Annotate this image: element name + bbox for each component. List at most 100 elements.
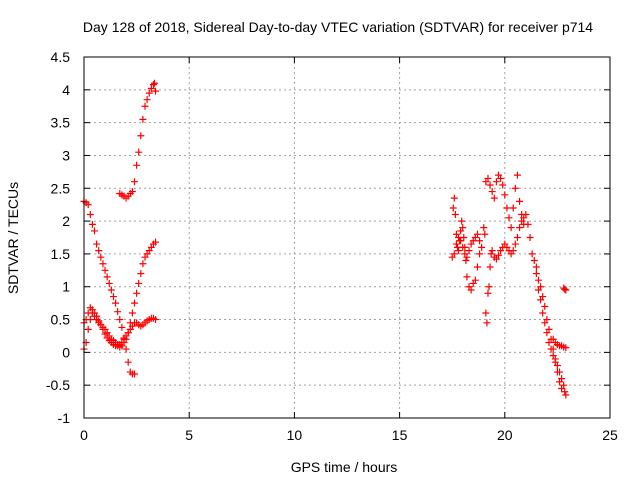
data-point (478, 243, 486, 251)
data-point (86, 211, 94, 219)
data-points (80, 79, 570, 399)
data-point (501, 191, 509, 199)
data-point (130, 299, 138, 307)
plot-frame (83, 56, 611, 419)
data-point (537, 296, 545, 304)
data-point (145, 89, 153, 97)
data-point (122, 345, 130, 353)
data-point (562, 344, 570, 352)
y-tick-label: 2.5 (51, 180, 71, 196)
y-tick-label: 3.5 (51, 115, 71, 131)
data-point (499, 181, 507, 189)
data-point (463, 253, 471, 261)
data-point (505, 214, 513, 222)
data-point (137, 270, 145, 278)
data-point (486, 263, 494, 271)
data-point (503, 204, 511, 212)
data-point (128, 188, 136, 196)
data-point (541, 319, 549, 327)
data-point (520, 220, 528, 228)
data-point (458, 217, 466, 225)
data-point (114, 308, 122, 316)
data-point (562, 286, 570, 294)
y-tick-label: 2 (62, 213, 70, 229)
data-point (118, 323, 126, 331)
data-point (459, 243, 467, 251)
data-point (88, 220, 96, 228)
data-point (528, 250, 536, 258)
y-tick-label: 0 (62, 344, 70, 360)
data-point (490, 194, 498, 202)
data-point (84, 325, 92, 333)
data-point (543, 329, 551, 337)
x-tick-label: 20 (497, 427, 513, 443)
data-point (101, 266, 109, 274)
data-point (518, 211, 526, 219)
y-tick-label: 3 (62, 147, 70, 163)
data-point (476, 250, 484, 258)
data-point (484, 174, 492, 182)
data-point (476, 237, 484, 245)
data-point (484, 289, 492, 297)
data-point (492, 255, 500, 263)
data-point (84, 201, 92, 209)
data-point (467, 286, 475, 294)
data-point (487, 250, 495, 258)
data-point (485, 283, 493, 291)
data-point (471, 276, 479, 284)
data-point (93, 240, 101, 248)
data-point (126, 319, 134, 327)
data-point (530, 256, 538, 264)
data-point (130, 178, 138, 186)
data-point (147, 85, 155, 93)
grid (84, 57, 610, 418)
data-point (511, 240, 519, 248)
data-point (556, 378, 564, 386)
data-point (465, 247, 473, 255)
data-point (124, 329, 132, 337)
data-point (97, 253, 105, 261)
data-point (86, 316, 94, 324)
data-point (562, 391, 570, 399)
data-point (143, 96, 151, 104)
data-point (558, 384, 566, 392)
y-tick-label: -0.5 (46, 377, 70, 393)
data-point (449, 204, 457, 212)
data-point (561, 388, 569, 396)
data-point (149, 81, 157, 89)
data-point (463, 273, 471, 281)
data-point (494, 251, 502, 259)
data-point (513, 234, 521, 241)
data-point (459, 224, 467, 232)
data-point (450, 250, 458, 258)
data-point (473, 230, 481, 238)
data-point (473, 263, 481, 271)
data-point (457, 237, 465, 245)
data-point (105, 279, 113, 287)
data-point (561, 285, 569, 293)
data-point (135, 148, 143, 156)
data-point (91, 227, 99, 235)
y-tick-label: 4 (62, 82, 70, 98)
data-point (553, 368, 561, 376)
data-point (451, 211, 459, 219)
data-point (152, 316, 160, 324)
data-point (130, 370, 138, 378)
data-point (107, 286, 115, 294)
data-point (139, 260, 147, 268)
data-point (452, 240, 460, 248)
data-point (122, 335, 130, 343)
data-point (507, 224, 515, 232)
data-point (133, 289, 141, 297)
data-point (124, 358, 132, 366)
data-point (109, 293, 117, 301)
data-point (141, 102, 149, 110)
data-point (116, 316, 124, 324)
data-point (152, 87, 160, 95)
y-tick-label: 1.5 (51, 246, 71, 262)
data-point (481, 230, 489, 238)
axis-ticks: 0 5 10 15 20 25 -1 -0.5 0 0.5 1 1.5 2 2.5 3 3.5 4 4.5 (46, 49, 618, 443)
data-point (99, 260, 107, 268)
data-point (551, 358, 559, 366)
